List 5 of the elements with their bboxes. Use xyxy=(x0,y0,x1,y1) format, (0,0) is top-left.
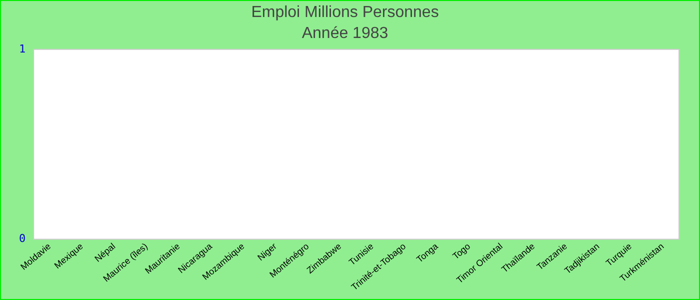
y-tick-label: 1 xyxy=(19,42,26,56)
chart-title: Emploi Millions Personnes xyxy=(251,4,439,22)
chart-subtitle: Année 1983 xyxy=(302,25,388,42)
y-tick-label: 0 xyxy=(19,232,26,246)
x-tick-label: Togo xyxy=(450,241,472,262)
